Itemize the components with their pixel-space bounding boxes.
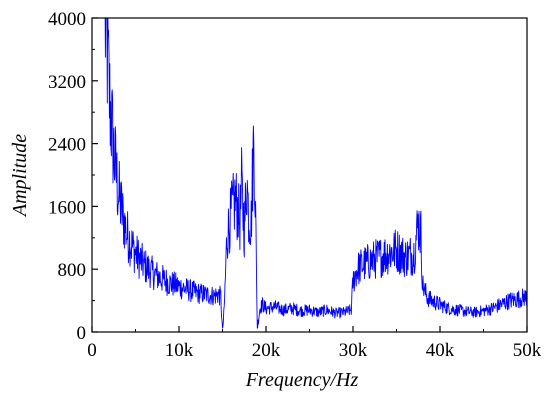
- y-tick-label: 800: [58, 260, 87, 281]
- x-tick-label: 50k: [513, 340, 542, 361]
- x-tick-label: 20k: [252, 340, 281, 361]
- y-axis-title: Amplitude: [9, 134, 31, 218]
- x-axis-ticks: 0 10k 20k 30k 40k 50k: [87, 326, 542, 361]
- y-tick-label: 2400: [48, 135, 86, 156]
- y-axis-ticks: 0 800 1600 2400 3200 4000: [48, 9, 98, 344]
- plot-area: [91, 17, 528, 333]
- x-axis-title: Frequency/Hz: [245, 369, 359, 391]
- x-tick-label: 10k: [165, 340, 194, 361]
- y-tick-label: 0: [77, 323, 87, 344]
- x-tick-label: 0: [87, 340, 97, 361]
- spectrum-line-series-0: [104, 18, 527, 329]
- y-tick-label: 3200: [48, 72, 86, 93]
- y-tick-label: 1600: [48, 197, 86, 218]
- x-tick-label: 30k: [339, 340, 368, 361]
- x-tick-label: 40k: [426, 340, 455, 361]
- y-tick-label: 4000: [48, 9, 86, 30]
